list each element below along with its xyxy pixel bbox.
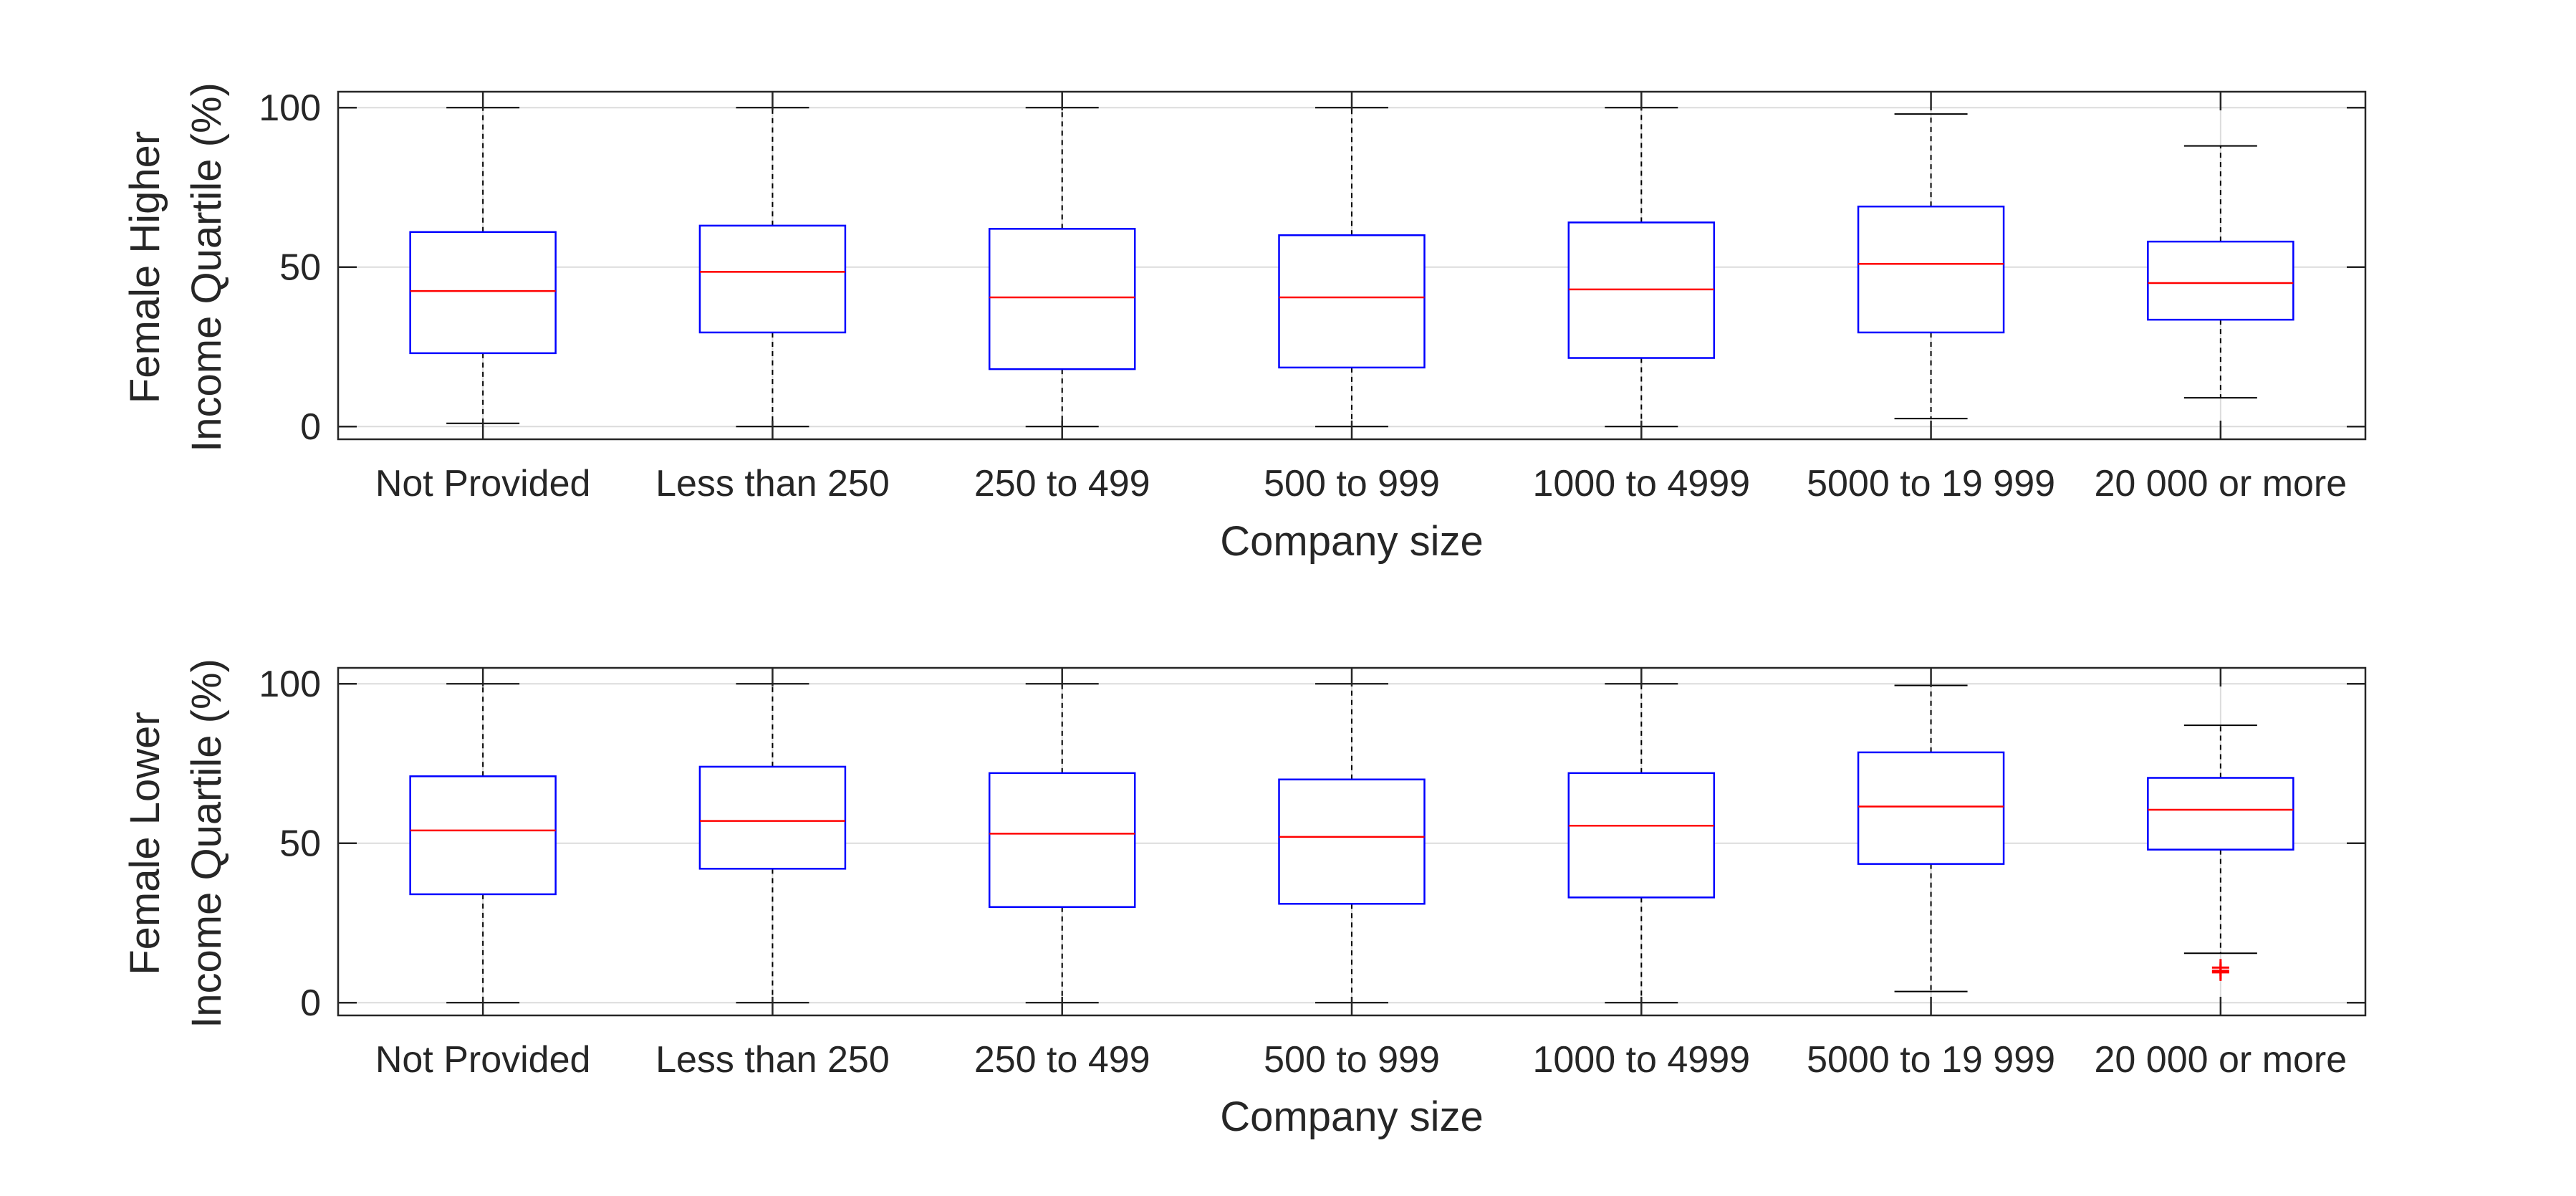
y-tick-label: 100 — [259, 87, 321, 129]
box-1 — [698, 107, 847, 428]
x-axis-label: Company size — [1220, 1094, 1483, 1140]
y-axis-label-line: Income Quartile (%) — [183, 82, 230, 452]
y-axis-label-line: Female Lower — [122, 712, 168, 975]
x-tick-label: 5000 to 19 999 — [1807, 463, 2055, 504]
x-tick-label: 250 to 499 — [974, 1039, 1150, 1081]
y-axis-label-line: Income Quartile (%) — [183, 659, 230, 1028]
y-tick-label: 50 — [279, 247, 321, 289]
iqr-box — [409, 775, 557, 896]
iqr-box — [2147, 777, 2294, 851]
iqr-box — [409, 231, 557, 355]
x-tick-label: Not Provided — [375, 463, 591, 504]
x-tick-label: Less than 250 — [655, 1039, 890, 1081]
box-5 — [1857, 684, 2005, 992]
x-axis-label: Company size — [1220, 518, 1483, 565]
iqr-box — [698, 765, 847, 870]
x-tick-label: 1000 to 4999 — [1532, 1039, 1750, 1081]
y-tick-label: 100 — [259, 664, 321, 705]
iqr-box — [698, 224, 847, 334]
iqr-box — [1857, 205, 2005, 334]
box-2 — [988, 107, 1136, 428]
panel-lower-quartile: 0 50 100 Not Provided Less than 250 250 to 49… — [122, 659, 2367, 1140]
box-4 — [1567, 683, 1716, 1004]
x-tick-label: 500 to 999 — [1264, 463, 1440, 504]
box-4 — [1567, 107, 1716, 428]
y-tick-label: 0 — [300, 406, 321, 448]
box-0 — [409, 683, 557, 1004]
x-tick-label: 1000 to 4999 — [1532, 463, 1750, 504]
box-0 — [409, 107, 557, 424]
iqr-box — [1278, 778, 1426, 905]
iqr-box — [1857, 751, 2005, 865]
x-tick-label: 500 to 999 — [1264, 1039, 1440, 1081]
box-5 — [1857, 113, 2005, 420]
x-tick-label: 20 000 or more — [2095, 463, 2347, 504]
iqr-box — [1278, 234, 1426, 369]
box-2 — [988, 683, 1136, 1004]
box-1 — [698, 683, 847, 1004]
x-tick-label: 20 000 or more — [2095, 1039, 2347, 1081]
x-tick-label: Less than 250 — [655, 463, 890, 504]
iqr-box — [988, 228, 1136, 370]
y-tick-label: 0 — [300, 982, 321, 1024]
y-tick-label: 50 — [279, 823, 321, 865]
iqr-box — [2147, 240, 2294, 321]
box-3 — [1278, 683, 1426, 1004]
iqr-box — [1567, 772, 1716, 899]
x-tick-label: 250 to 499 — [974, 463, 1150, 504]
box-3 — [1278, 107, 1426, 428]
iqr-box — [988, 772, 1136, 908]
box-6 — [2147, 145, 2294, 399]
x-tick-label: 5000 to 19 999 — [1807, 1039, 2055, 1081]
y-axis-label-line: Female Higher — [122, 131, 168, 403]
panel-higher-quartile: 0 50 100 Not Provided Less than 250 250 to 49… — [122, 82, 2367, 565]
outlier-point — [2211, 963, 2229, 981]
box-6 — [2147, 724, 2294, 981]
x-tick-label: Not Provided — [375, 1039, 591, 1081]
